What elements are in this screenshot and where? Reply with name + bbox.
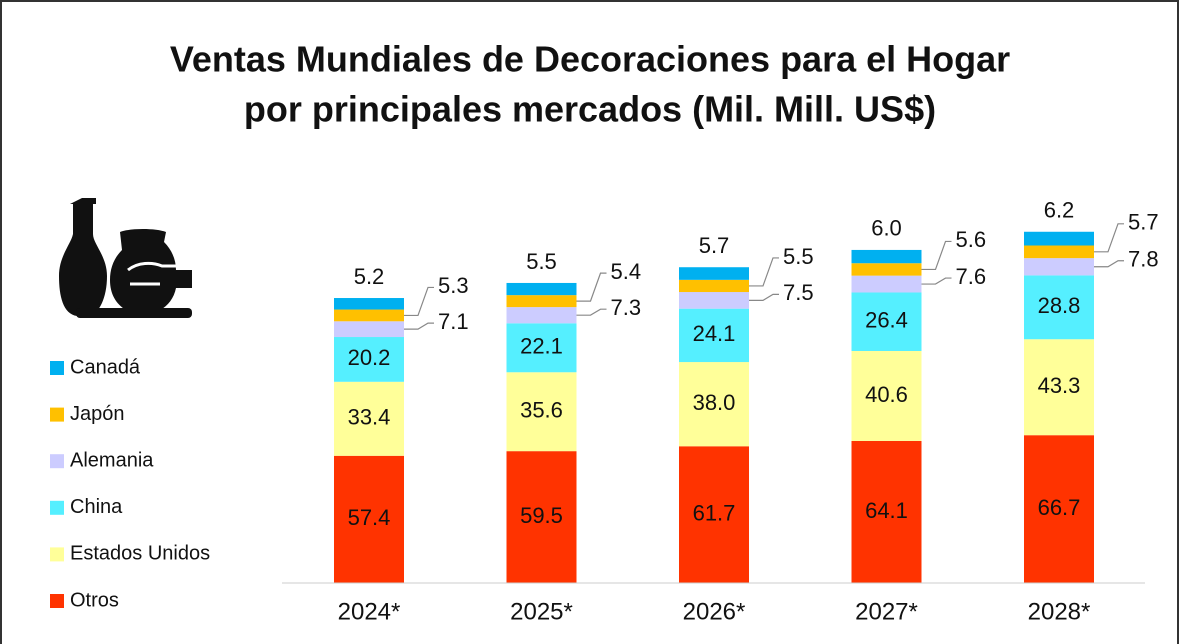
data-label: 59.5 (520, 503, 563, 528)
legend-swatch (50, 547, 64, 562)
data-label: 7.1 (438, 309, 469, 334)
leader-line (404, 322, 434, 330)
legend-swatch (50, 361, 64, 375)
bar-segment (334, 337, 404, 382)
data-label: 43.3 (1038, 373, 1081, 398)
legend-swatch (50, 407, 64, 422)
data-label: 7.5 (783, 280, 814, 305)
data-label: 6.0 (871, 216, 902, 241)
legend-label: Alemania (70, 449, 154, 471)
bar-segment (851, 292, 922, 351)
data-label: 7.3 (611, 295, 642, 320)
data-label: 5.5 (783, 244, 814, 269)
data-label: 22.1 (520, 334, 563, 359)
bar-segment (679, 292, 749, 309)
legend-label: Canadá (70, 356, 141, 378)
data-label: 57.4 (348, 505, 391, 530)
legend-label: China (70, 496, 123, 518)
bar-segment (679, 308, 749, 363)
bar-segment (1024, 258, 1094, 276)
bar-segment (334, 455, 404, 583)
leader-line (1094, 223, 1124, 253)
bar-segment (679, 446, 749, 583)
bar-segment (334, 381, 404, 456)
leader-line (921, 240, 952, 271)
bar-segment (679, 267, 749, 280)
data-label: 64.1 (865, 498, 908, 523)
data-label: 6.2 (1044, 198, 1075, 223)
data-label: 7.6 (956, 264, 987, 289)
data-label: 20.2 (348, 345, 391, 370)
data-label: 38.0 (693, 390, 736, 415)
data-label: 28.8 (1038, 293, 1081, 318)
data-label: 5.5 (526, 249, 557, 274)
legend-swatch (50, 454, 64, 469)
bar-segment (679, 362, 749, 447)
data-label: 5.3 (438, 273, 469, 298)
bar-segment (679, 279, 749, 293)
legend-label: Japón (70, 403, 125, 425)
bar-segment (506, 307, 577, 324)
data-label: 5.2 (354, 264, 385, 289)
bar-segment (851, 275, 922, 293)
data-label: 5.6 (956, 227, 987, 252)
bar-segment (334, 298, 404, 310)
leader-line (749, 293, 779, 301)
legend-swatch (50, 500, 64, 515)
leader-line (749, 257, 779, 287)
bar-segment (506, 323, 577, 373)
data-label: 35.6 (520, 398, 563, 423)
x-tick-label: 2024* (338, 598, 401, 625)
pottery-icon (59, 198, 192, 318)
bar-segment (334, 321, 404, 338)
data-label: 33.4 (348, 405, 391, 430)
bar-segment (506, 451, 577, 583)
bar-segment (1024, 435, 1094, 583)
chart-title: por principales mercados (Mil. Mill. US$… (244, 89, 936, 130)
data-label: 40.6 (865, 382, 908, 407)
bar-segment (506, 372, 577, 452)
bar-segment (851, 350, 922, 441)
x-tick-label: 2027* (855, 598, 918, 625)
data-label: 5.7 (699, 233, 730, 258)
bar-segment (1024, 231, 1094, 246)
legend-label: Otros (70, 589, 119, 611)
leader-line (1094, 260, 1124, 268)
x-tick-label: 2028* (1028, 598, 1091, 625)
data-label: 5.7 (1128, 210, 1159, 235)
bar-segment (851, 249, 922, 264)
data-label: 66.7 (1038, 495, 1081, 520)
data-label: 24.1 (693, 321, 736, 346)
data-label: 26.4 (865, 308, 908, 333)
leader-line (576, 272, 607, 302)
bar-segment (1024, 339, 1094, 436)
leader-line (404, 286, 434, 317)
bar-segment (506, 295, 577, 308)
bar-segment (1024, 275, 1094, 340)
legend-swatch (50, 594, 64, 608)
leader-line (576, 308, 607, 316)
chart-title: Ventas Mundiales de Decoraciones para el… (170, 39, 1010, 80)
bar-segment (334, 309, 404, 322)
x-tick-label: 2026* (683, 598, 746, 625)
x-tick-label: 2025* (510, 598, 573, 625)
data-label: 5.4 (611, 259, 642, 284)
data-label: 7.8 (1128, 247, 1159, 272)
leader-line (921, 277, 952, 285)
bar-segment (506, 282, 577, 296)
bar-segment (851, 440, 922, 583)
data-label: 61.7 (693, 500, 736, 525)
legend-label: Estados Unidos (70, 543, 210, 565)
bar-segment (851, 263, 922, 276)
bar-segment (1024, 245, 1094, 259)
